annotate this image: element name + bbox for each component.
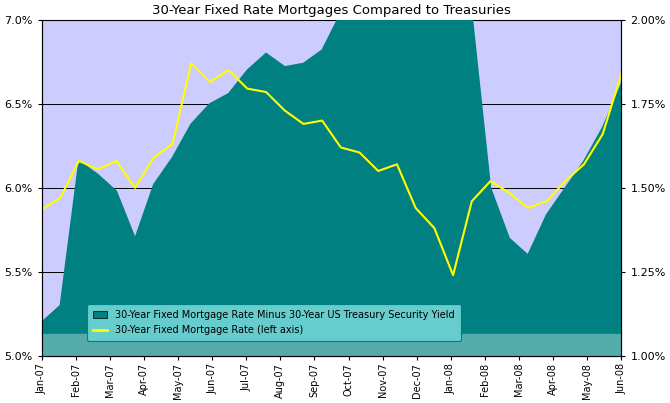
Title: 30-Year Fixed Rate Mortgages Compared to Treasuries: 30-Year Fixed Rate Mortgages Compared to… [152,4,511,17]
Legend: 30-Year Fixed Mortgage Rate Minus 30-Year US Treasury Security Yield, 30-Year Fi: 30-Year Fixed Mortgage Rate Minus 30-Yea… [87,304,461,341]
